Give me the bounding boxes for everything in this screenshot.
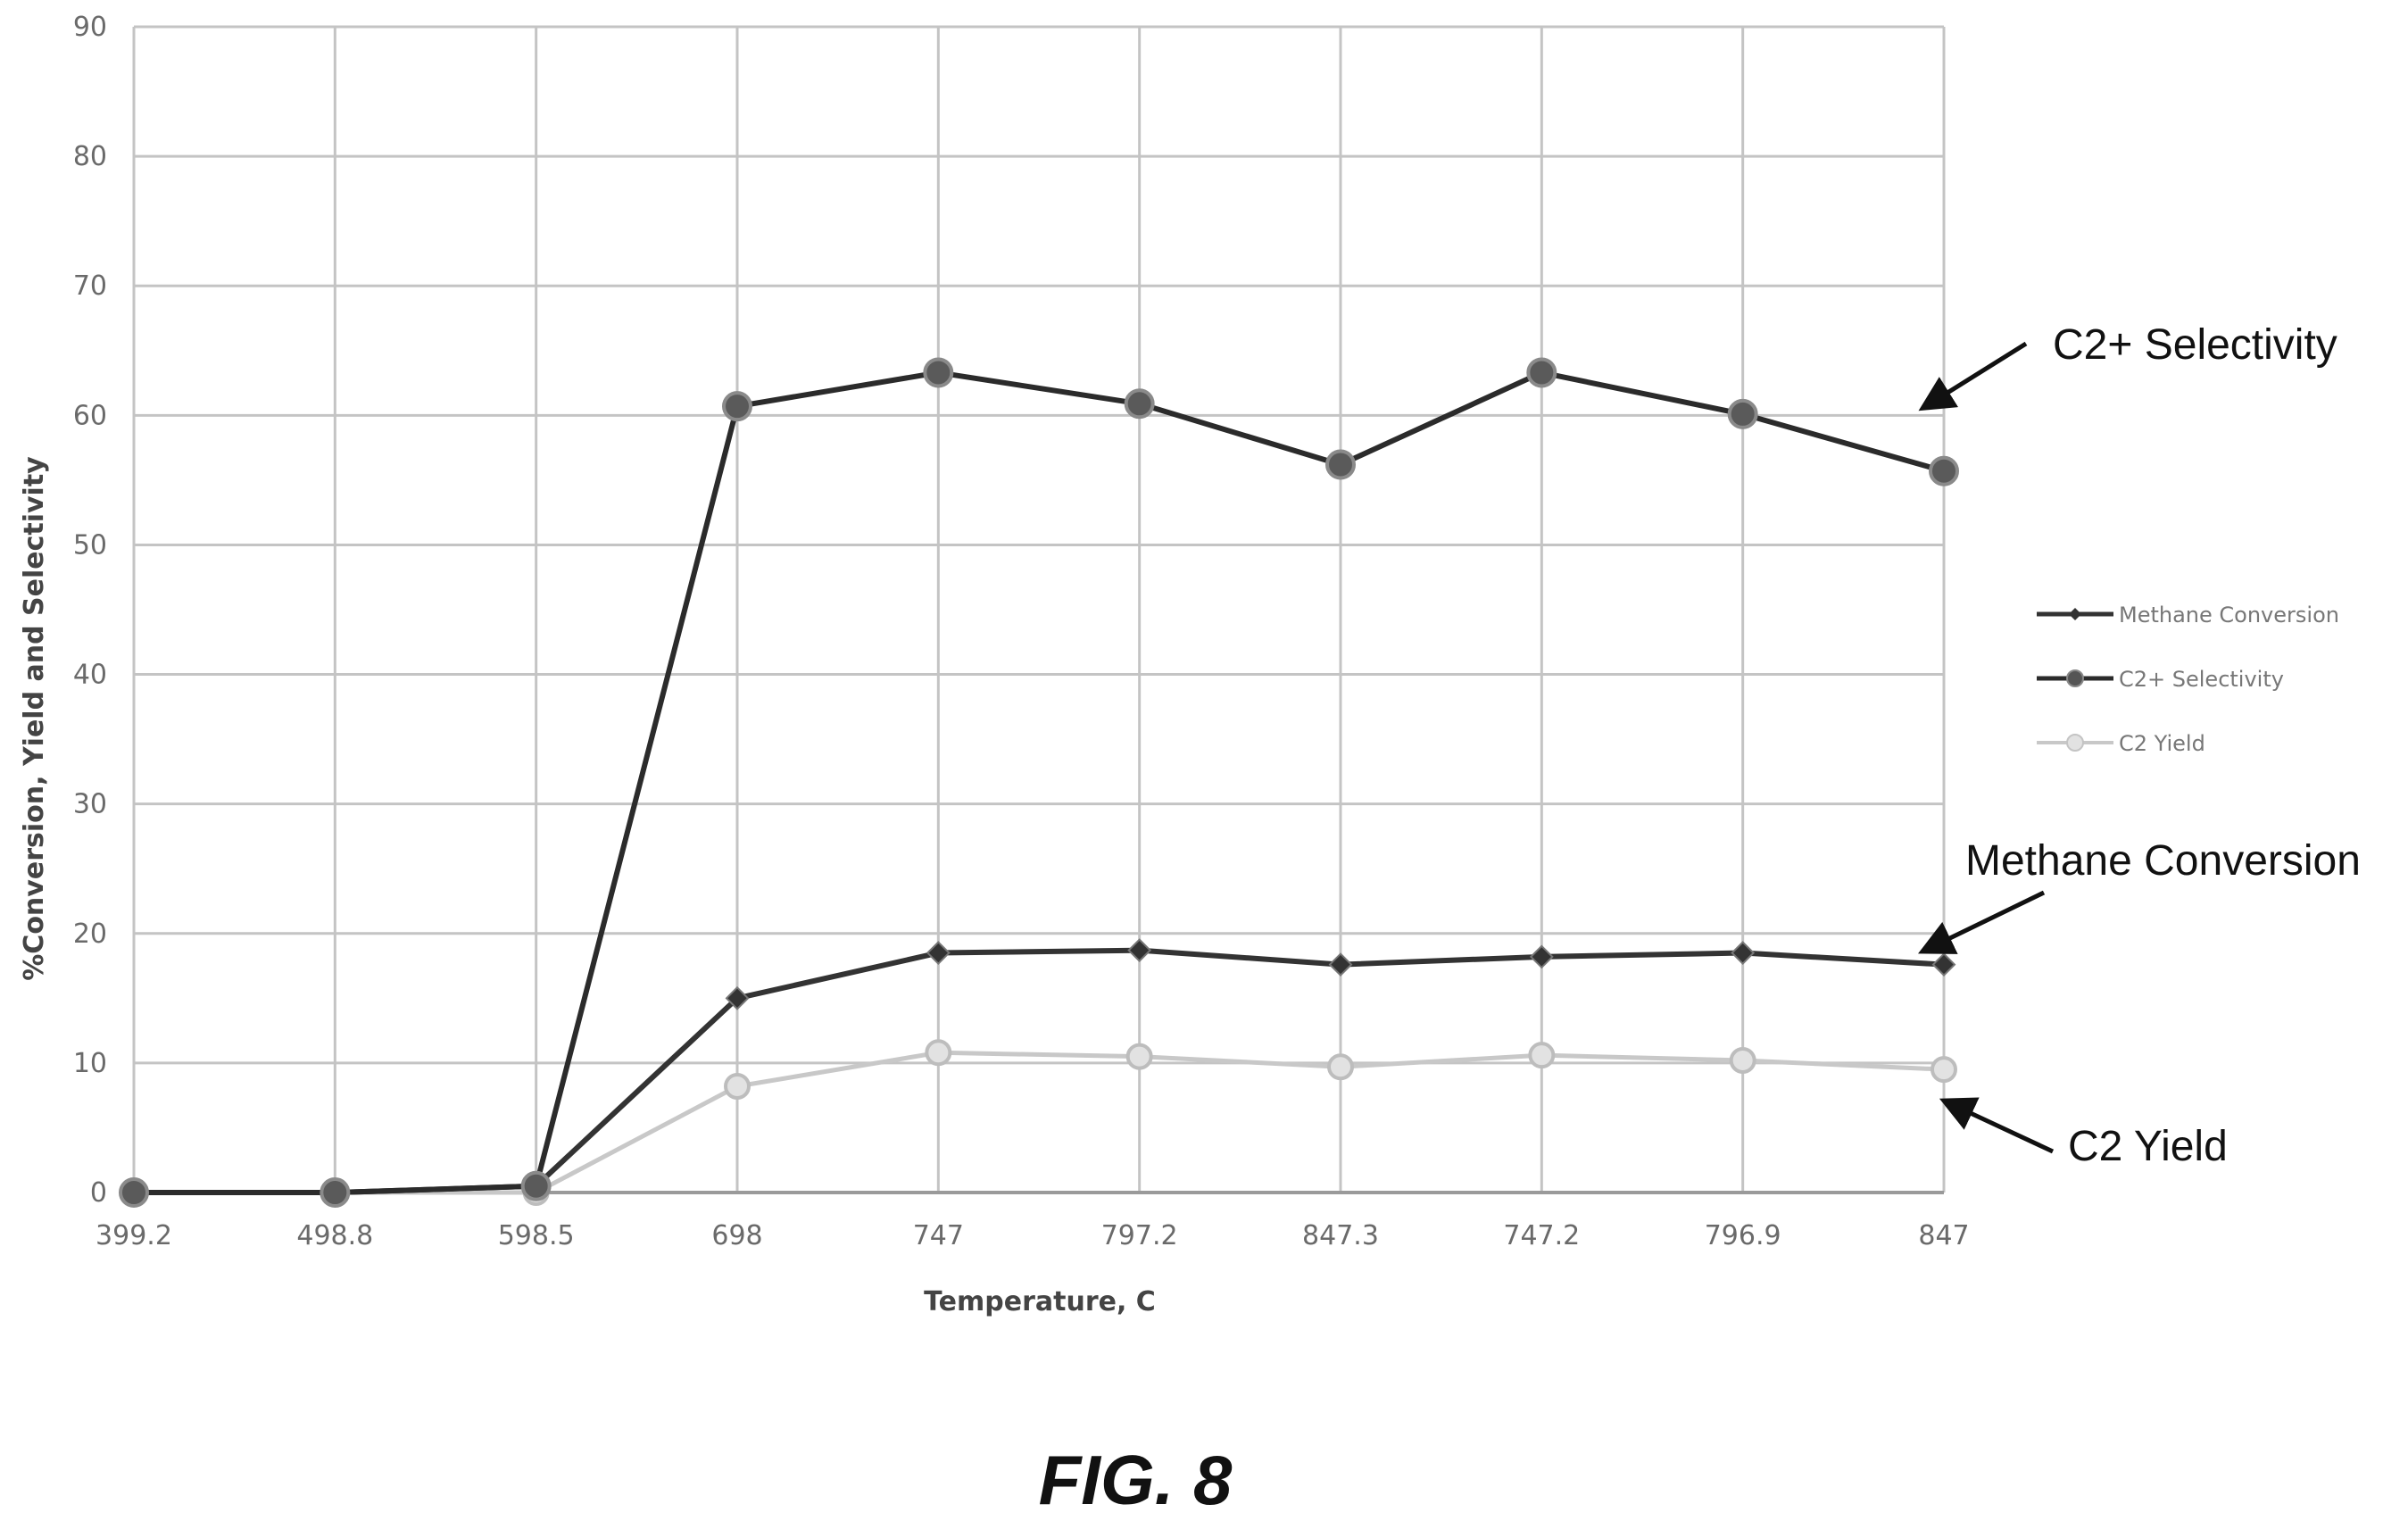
data-point [1727,398,1758,429]
y-tick-label: 80 [73,141,107,172]
series-line [134,1050,1945,1195]
grid [132,25,1946,1194]
data-point [925,1039,952,1067]
legend-entry: C2+ Selectivity [2037,667,2284,692]
data-point [320,1177,351,1208]
legend-marker [2069,608,2081,620]
x-axis-title: Temperature, C [924,1286,1156,1317]
series-line [134,370,1945,1195]
data-point [1124,388,1155,420]
x-axis-ticks: 399.2 498.8 598.5 698 747 797.2 847.3 747.2 796.… [95,1220,1970,1251]
y-tick-label: 20 [73,918,107,950]
x-tick-label: 747 [913,1220,964,1251]
annotation-methane-conversion: Methane Conversion [1965,837,2361,885]
legend-label: C2 Yield [2119,731,2205,756]
x-tick-label: 847 [1918,1220,1969,1251]
x-tick-label: 598.5 [498,1220,575,1251]
data-point [923,357,954,388]
x-tick-label: 847.3 [1302,1220,1379,1251]
y-tick-label: 50 [73,529,107,561]
data-point [1929,455,1959,486]
data-point [119,1177,149,1208]
figure-label: FIG. 8 [1039,1441,1233,1519]
y-tick-label: 90 [73,12,107,43]
annotation-c2-selectivity: C2+ Selectivity [2053,321,2337,369]
legend-entry: C2 Yield [2037,731,2205,756]
y-tick-label: 10 [73,1048,107,1079]
data-point [1327,1053,1354,1081]
annotation-c2-yield: C2 Yield [2068,1123,2228,1170]
legend-label: C2+ Selectivity [2119,667,2284,692]
data-point [1526,357,1557,388]
x-tick-label: 797.2 [1101,1220,1178,1251]
data-point [1731,941,1756,965]
legend-marker [2066,734,2084,752]
x-tick-label: 698 [711,1220,762,1251]
x-tick-label: 498.8 [296,1220,373,1251]
legend-label: Methane Conversion [2119,603,2339,628]
y-axis-ticks: 0 10 20 30 40 50 60 70 80 90 [73,12,107,1209]
y-tick-label: 0 [90,1177,107,1209]
x-tick-label: 399.2 [95,1220,172,1251]
data-point [1325,449,1356,480]
y-tick-label: 70 [73,270,107,302]
y-tick-label: 60 [73,400,107,431]
legend-marker [2066,669,2084,687]
data-point [724,1073,751,1101]
data-point [1931,952,1956,977]
annotation-arrow-c2-yield [1939,1097,2055,1154]
annotation-arrow-c2-selectivity [1918,341,2028,411]
data-point [926,941,951,965]
data-point [1529,944,1554,969]
data-point [1127,938,1152,963]
data-point [1931,1056,1957,1084]
data-point [725,985,750,1010]
y-axis-title: %Conversion, Yield and Selectivity [19,456,50,981]
x-tick-label: 796.9 [1705,1220,1781,1251]
data-point [520,1170,552,1201]
y-tick-label: 30 [73,789,107,820]
data-point [1528,1042,1556,1069]
annotations: C2+ Selectivity Methane Conversion C2 Yi… [1918,321,2361,1170]
series-c2-yield [120,1039,1957,1206]
x-tick-label: 747.2 [1503,1220,1580,1251]
data-point [1328,952,1353,977]
series-c2-selectivity [119,357,1959,1208]
series-methane-conversion [121,938,1956,1205]
series-line [134,947,1945,1195]
legend-entry: Methane Conversion [2037,603,2339,628]
data-point [722,391,752,422]
annotation-arrow-methane-conversion [1918,890,2046,954]
data-point [1125,1043,1153,1070]
series-lines [119,357,1959,1208]
data-point [1729,1046,1756,1074]
legend: Methane Conversion C2+ Selectivity C2 Yiel… [2037,603,2339,756]
y-tick-label: 40 [73,660,107,691]
